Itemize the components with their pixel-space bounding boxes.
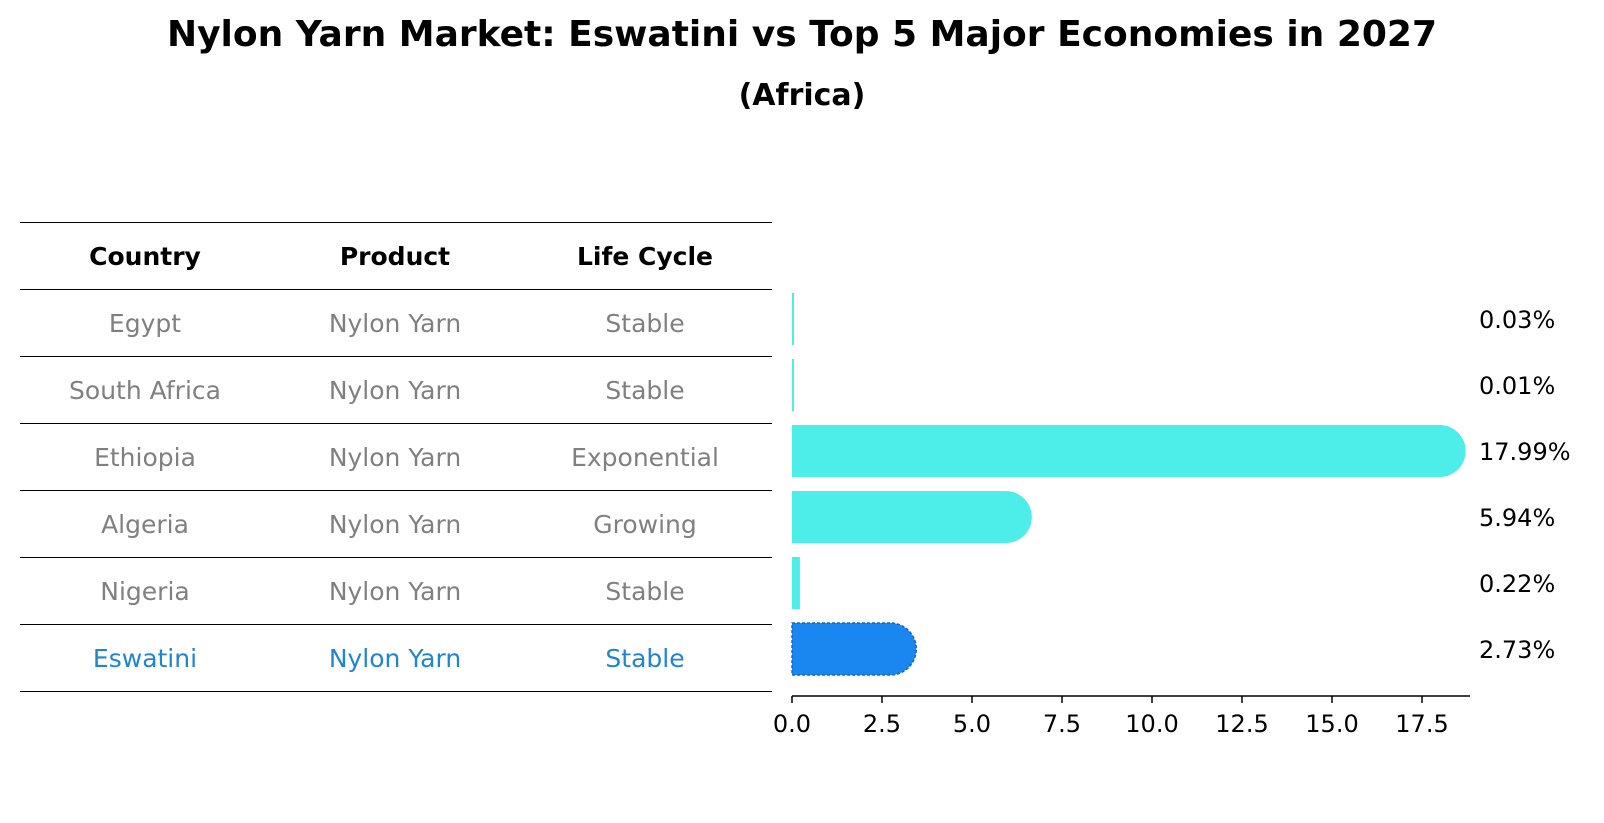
country-cell: Algeria <box>101 509 189 539</box>
bar-value-label: 2.73% <box>1479 636 1555 664</box>
table-row: South Africa Nylon Yarn Stable <box>20 356 772 423</box>
header-product: Product <box>339 241 451 271</box>
bar-value-label: 0.01% <box>1479 372 1555 400</box>
table-row: Ethiopia Nylon Yarn Exponential <box>20 423 772 490</box>
header-country: Country <box>89 241 201 271</box>
bar-value-label: 0.03% <box>1479 306 1555 334</box>
x-tick-label: 17.5 <box>1395 710 1448 738</box>
bar-value-label: 17.99% <box>1479 438 1571 466</box>
product-cell: Nylon Yarn <box>328 308 462 338</box>
bar <box>792 425 1466 477</box>
table-row: Nigeria Nylon Yarn Stable <box>20 557 772 624</box>
x-tick-label: 7.5 <box>1043 710 1081 738</box>
product-cell: Nylon Yarn <box>328 643 462 673</box>
x-tick-label: 10.0 <box>1125 710 1178 738</box>
table-header-row: Country Product Life Cycle <box>20 222 772 289</box>
product-cell: Nylon Yarn <box>328 375 462 405</box>
life-cycle-cell: Exponential <box>571 442 719 472</box>
bar <box>792 491 1032 543</box>
bar-highlight <box>791 622 918 676</box>
life-cycle-cell: Stable <box>605 308 685 338</box>
data-table: Country Product Life Cycle Egypt Nylon Y… <box>20 222 772 692</box>
x-tick-label: 0.0 <box>773 710 811 738</box>
bar-value-label: 0.22% <box>1479 570 1555 598</box>
country-cell: Nigeria <box>100 576 190 606</box>
product-cell: Nylon Yarn <box>328 576 462 606</box>
bar <box>792 359 794 411</box>
x-tick-label: 15.0 <box>1305 710 1358 738</box>
country-cell: Ethiopia <box>94 442 196 472</box>
table-row: Algeria Nylon Yarn Growing <box>20 490 772 557</box>
chart-title: Nylon Yarn Market: Eswatini vs Top 5 Maj… <box>166 14 1438 55</box>
chart-subtitle: (Africa) <box>738 78 866 113</box>
table-row: Egypt Nylon Yarn Stable <box>20 289 772 356</box>
bar <box>792 557 800 609</box>
bar <box>792 293 794 345</box>
life-cycle-cell: Growing <box>593 509 697 539</box>
life-cycle-cell: Stable <box>605 576 685 606</box>
x-tick-label: 2.5 <box>863 710 901 738</box>
country-cell: Eswatini <box>92 643 198 673</box>
header-life-cycle: Life Cycle <box>576 241 714 271</box>
product-cell: Nylon Yarn <box>328 442 462 472</box>
x-tick-label: 12.5 <box>1215 710 1268 738</box>
x-tick-label: 5.0 <box>953 710 991 738</box>
country-cell: South Africa <box>69 375 221 405</box>
country-cell: Egypt <box>108 308 182 338</box>
product-cell: Nylon Yarn <box>328 509 462 539</box>
table-row-highlight: Eswatini Nylon Yarn Stable <box>20 624 772 692</box>
life-cycle-cell: Stable <box>605 375 685 405</box>
life-cycle-cell: Stable <box>605 643 685 673</box>
bar-value-label: 5.94% <box>1479 504 1555 532</box>
